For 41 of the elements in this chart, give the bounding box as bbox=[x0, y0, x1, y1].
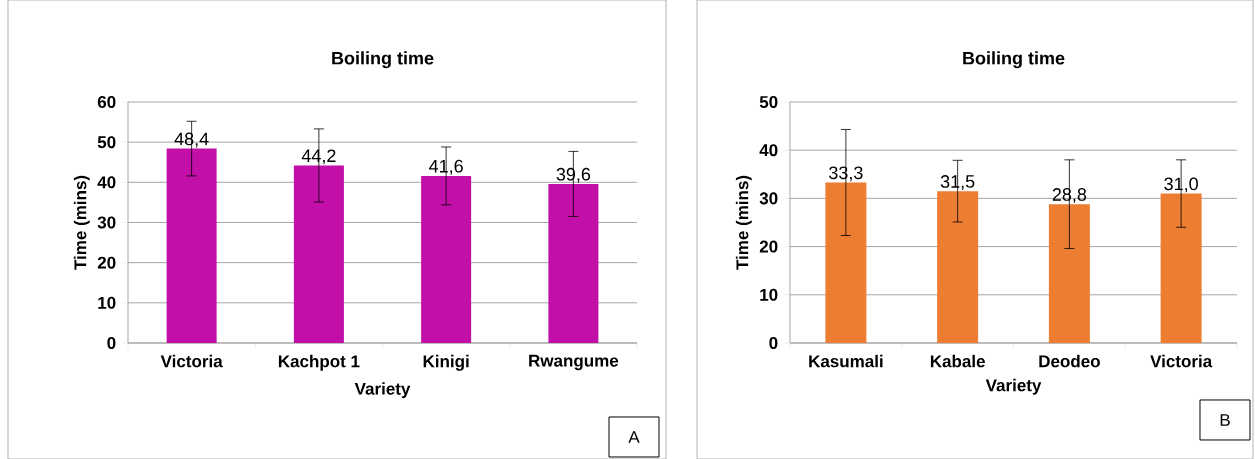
x-tick-label: Victoria bbox=[1150, 354, 1213, 368]
y-tick-label: 10 bbox=[98, 296, 116, 309]
data-label: 31,0 bbox=[1164, 177, 1198, 193]
x-tick-label: Kabale bbox=[930, 354, 985, 368]
text: B bbox=[1220, 414, 1230, 426]
y-tick-label: 60 bbox=[97, 95, 116, 109]
y-tick-label: 10 bbox=[760, 288, 778, 301]
y-tick-label: 0 bbox=[107, 336, 116, 350]
y-tick-label: 40 bbox=[759, 144, 778, 157]
x-tick-label: Deodeo bbox=[1039, 354, 1100, 368]
x-tick-label: Rwangume bbox=[529, 354, 619, 371]
chart-title: Boiling time bbox=[332, 51, 434, 69]
bar bbox=[166, 148, 217, 343]
y-tick-label: 50 bbox=[759, 95, 778, 109]
y-tick-label: 0 bbox=[769, 336, 778, 350]
x-axis-title: Variety bbox=[354, 382, 411, 399]
data-label: 44,2 bbox=[301, 149, 336, 165]
data-label: 33,3 bbox=[829, 166, 863, 182]
bar bbox=[825, 182, 867, 343]
x-axis-title: Variety bbox=[985, 378, 1042, 395]
bar bbox=[293, 165, 344, 343]
y-axis-title: Time (mins) bbox=[73, 175, 90, 270]
y-axis-title: Time (mins) bbox=[735, 175, 752, 270]
y-tick-label: 50 bbox=[97, 136, 116, 149]
data-label: 41,6 bbox=[429, 159, 463, 175]
bar bbox=[937, 191, 979, 343]
chart-title: Boiling time bbox=[963, 51, 1065, 69]
bar bbox=[1160, 193, 1202, 343]
bar bbox=[421, 175, 472, 343]
y-tick-label: 20 bbox=[97, 256, 116, 269]
y-tick-label: 20 bbox=[759, 240, 778, 253]
bar bbox=[1048, 204, 1090, 343]
y-tick-label: 30 bbox=[97, 216, 116, 229]
x-tick-label: Kinigi bbox=[423, 354, 469, 371]
text: A bbox=[628, 431, 640, 443]
y-tick-label: 30 bbox=[759, 192, 778, 205]
y-tick-label: 40 bbox=[97, 176, 116, 189]
x-tick-label: Kasumali bbox=[809, 354, 883, 368]
x-tick-label: Victoria bbox=[160, 354, 223, 368]
x-tick-label: Kachpot 1 bbox=[278, 354, 360, 371]
bar bbox=[548, 183, 599, 343]
